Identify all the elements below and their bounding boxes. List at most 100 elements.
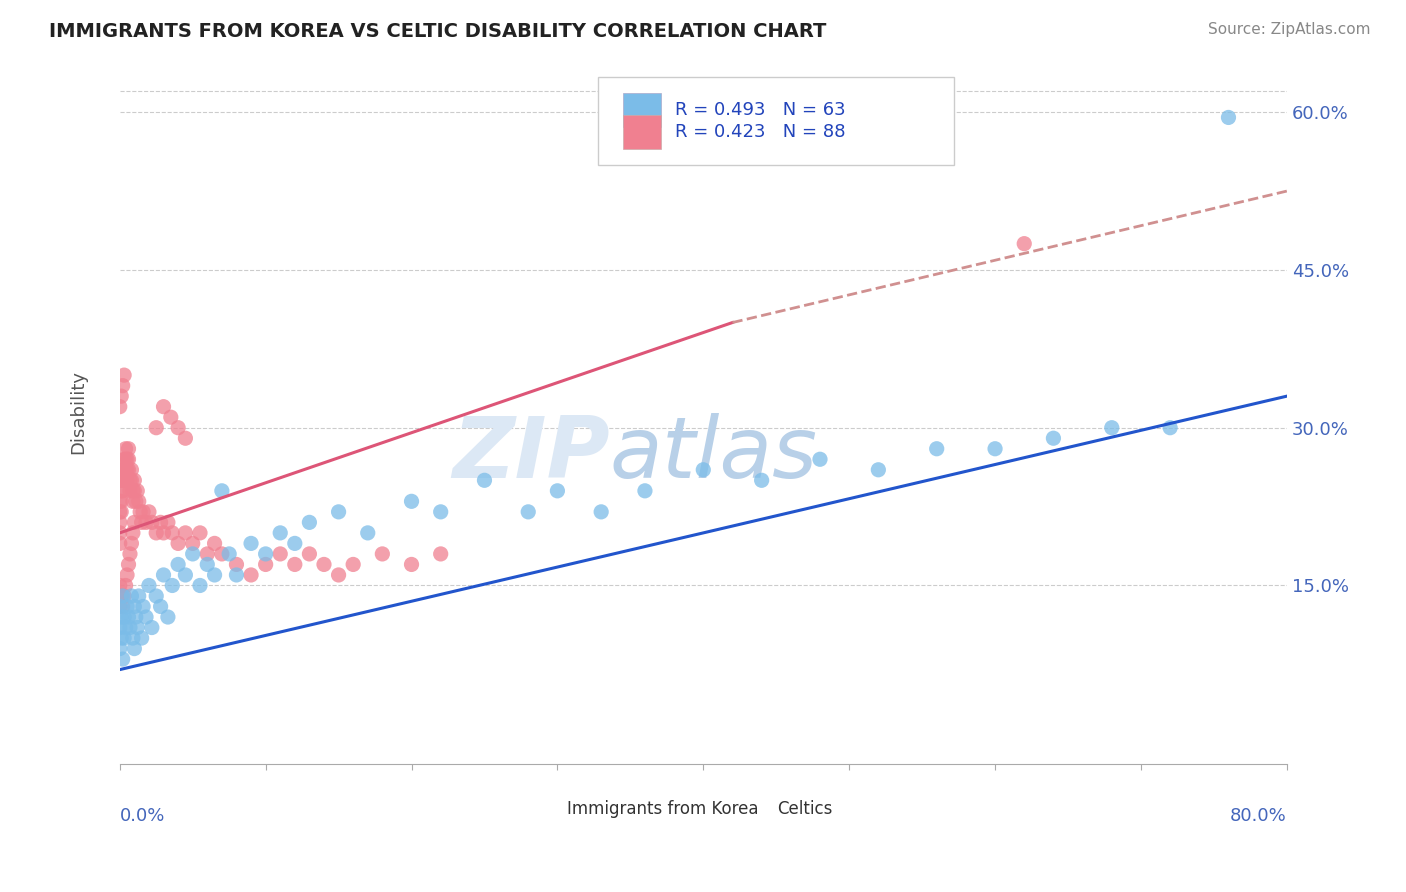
Point xyxy=(108,494,131,508)
Point xyxy=(328,505,350,519)
Text: R = 0.493   N = 63: R = 0.493 N = 63 xyxy=(675,102,846,120)
Point xyxy=(125,494,148,508)
Point xyxy=(122,525,145,540)
Point xyxy=(159,410,181,425)
Point xyxy=(284,558,307,572)
Point xyxy=(156,610,179,624)
Point xyxy=(131,631,153,645)
Point xyxy=(204,568,226,582)
Point xyxy=(132,505,155,519)
Point xyxy=(115,568,138,582)
Point xyxy=(120,589,142,603)
Point xyxy=(118,483,141,498)
Point xyxy=(195,558,218,572)
Point xyxy=(108,516,131,530)
Point xyxy=(546,483,568,498)
Point xyxy=(108,599,131,614)
Point xyxy=(984,442,1007,456)
Point xyxy=(1159,420,1181,434)
Point xyxy=(125,610,148,624)
Text: Celtics: Celtics xyxy=(778,800,832,818)
Point xyxy=(110,473,132,487)
Point xyxy=(925,442,948,456)
Point xyxy=(204,536,226,550)
Point xyxy=(167,420,190,434)
Point xyxy=(108,400,131,414)
Point xyxy=(124,599,146,614)
Point xyxy=(135,610,157,624)
Point xyxy=(474,473,496,487)
Point xyxy=(117,558,139,572)
Point xyxy=(120,536,142,550)
Point xyxy=(141,516,163,530)
Point xyxy=(141,621,163,635)
Text: Source: ZipAtlas.com: Source: ZipAtlas.com xyxy=(1208,22,1371,37)
Point xyxy=(127,621,149,635)
Point xyxy=(114,452,136,467)
Point xyxy=(195,547,218,561)
Point xyxy=(225,558,247,572)
Point xyxy=(254,547,277,561)
Point xyxy=(110,389,132,403)
Point xyxy=(181,536,204,550)
Point xyxy=(342,558,364,572)
Point xyxy=(111,483,134,498)
Point xyxy=(162,578,184,592)
Point xyxy=(111,473,134,487)
Point xyxy=(108,578,131,592)
Point xyxy=(692,463,714,477)
Point xyxy=(122,494,145,508)
Point xyxy=(808,452,831,467)
Point xyxy=(152,525,174,540)
Point xyxy=(162,525,184,540)
Point xyxy=(108,536,131,550)
Point xyxy=(188,578,211,592)
Point xyxy=(129,505,152,519)
Point xyxy=(115,463,138,477)
Point xyxy=(751,473,773,487)
Point xyxy=(124,483,146,498)
Point xyxy=(110,483,132,498)
Bar xyxy=(623,115,661,149)
Point xyxy=(112,473,135,487)
Point xyxy=(174,525,197,540)
Point xyxy=(118,547,141,561)
FancyBboxPatch shape xyxy=(599,78,955,165)
Point xyxy=(111,378,134,392)
Point xyxy=(122,631,145,645)
Point xyxy=(128,589,150,603)
Text: atlas: atlas xyxy=(610,413,818,496)
Point xyxy=(357,525,380,540)
Point xyxy=(112,368,135,383)
Point xyxy=(1218,111,1240,125)
Point xyxy=(114,442,136,456)
Text: IMMIGRANTS FROM KOREA VS CELTIC DISABILITY CORRELATION CHART: IMMIGRANTS FROM KOREA VS CELTIC DISABILI… xyxy=(49,22,827,41)
Point xyxy=(1012,236,1035,251)
Point xyxy=(114,621,136,635)
Point xyxy=(128,494,150,508)
Point xyxy=(112,463,135,477)
Point xyxy=(401,558,423,572)
Point xyxy=(124,473,146,487)
Point xyxy=(156,516,179,530)
Point xyxy=(108,641,131,656)
Point xyxy=(120,473,142,487)
Bar xyxy=(623,94,661,128)
Point xyxy=(110,610,132,624)
Point xyxy=(225,568,247,582)
Point xyxy=(111,463,134,477)
Point xyxy=(868,463,890,477)
Point xyxy=(269,525,291,540)
Text: 80.0%: 80.0% xyxy=(1230,806,1286,824)
Point xyxy=(152,568,174,582)
Point xyxy=(174,431,197,445)
Text: 0.0%: 0.0% xyxy=(120,806,165,824)
Point xyxy=(371,547,394,561)
Point xyxy=(117,463,139,477)
Point xyxy=(118,621,141,635)
Point xyxy=(298,516,321,530)
Point xyxy=(254,558,277,572)
Point xyxy=(111,599,134,614)
Point xyxy=(167,536,190,550)
Point xyxy=(269,547,291,561)
